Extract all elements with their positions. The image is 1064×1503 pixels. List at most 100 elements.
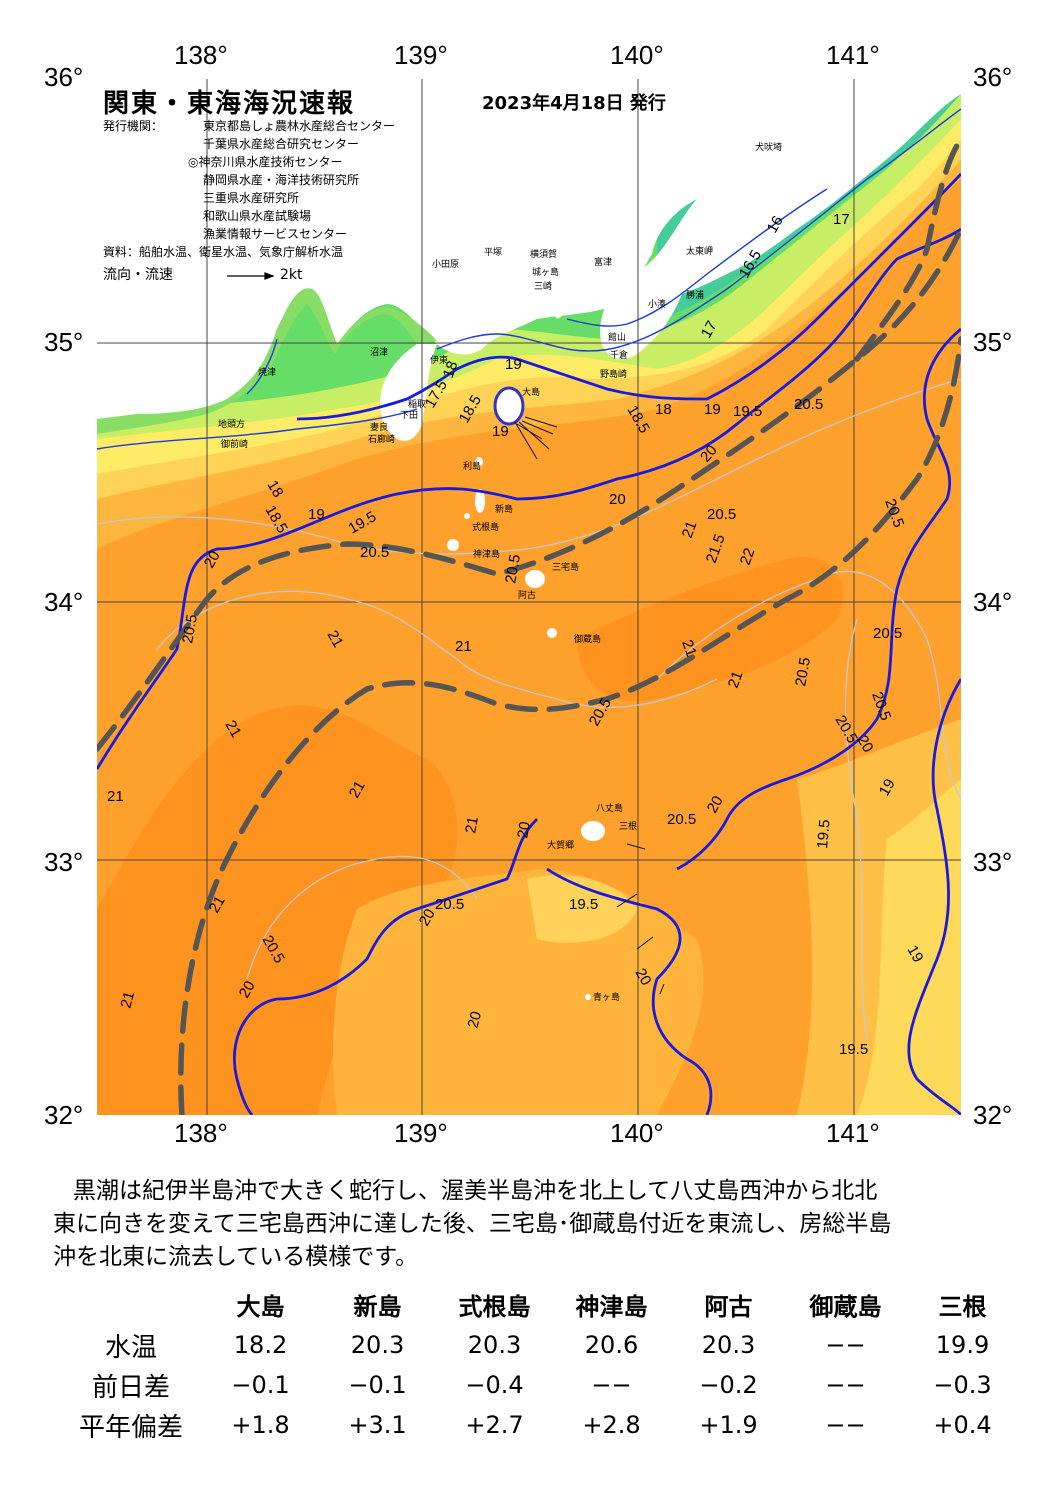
contour-label: 21 xyxy=(679,519,701,540)
contour-label: 20.5 xyxy=(502,553,524,585)
contour-label: 19 xyxy=(505,356,522,373)
lat-label-right-32: 32° xyxy=(973,1100,1013,1130)
place-miyakejima: 三宅島 xyxy=(552,563,580,573)
table-cell: +2.7 xyxy=(465,1411,524,1439)
place-mitsune: 三根 xyxy=(619,822,638,832)
place-mikurajima: 御蔵島 xyxy=(574,635,602,645)
contour-label: 21 xyxy=(117,990,138,1011)
table-header-row: 大島 新島 式根島 神津島 阿古 御蔵島 三根 xyxy=(60,1283,1021,1325)
issuer: ◎神奈川県水産技術センター xyxy=(188,155,343,169)
flow-legend-arrow xyxy=(227,272,275,280)
summary-text: 黒潮は紀伊半島沖で大きく蛇行し、渥美半島沖を北上して八丈島西沖から北北 東に向き… xyxy=(40,1175,1030,1274)
sea-temperature-map: 16 16.5 17 17 18.5 18 19 19.5 20.5 20 20… xyxy=(97,79,961,1115)
isotherm-19 xyxy=(907,678,961,1115)
contour-label: 18 xyxy=(440,359,462,380)
place-yokosuka: 横須賀 xyxy=(530,250,558,260)
current-arrows xyxy=(514,416,665,995)
isotherms-minor xyxy=(97,378,961,1040)
contour-label: 21 xyxy=(678,638,700,659)
table-row: 水温 18.2 20.3 20.3 20.6 20.3 −− 19.9 xyxy=(60,1325,1021,1365)
coast-green-west xyxy=(97,288,437,434)
contour-label: 20.5 xyxy=(873,625,902,642)
place-ako: 阿古 xyxy=(518,591,537,601)
table-cell: 20.6 xyxy=(584,1331,639,1359)
island-shikinejima xyxy=(464,513,470,519)
lat-label-left-36: 36° xyxy=(44,62,84,92)
island-hachijojima xyxy=(581,821,605,841)
island-toshima xyxy=(475,457,483,467)
island-oshima xyxy=(493,386,525,426)
contour-label: 19.5 xyxy=(839,1041,868,1058)
contour-label: 20.5 xyxy=(707,506,736,523)
island-miyakejima xyxy=(525,570,545,588)
place-taitozaki: 太東岬 xyxy=(686,247,714,257)
table-cell: +1.8 xyxy=(231,1411,290,1439)
contour-label: 17 xyxy=(698,318,721,341)
contour-label: 20 xyxy=(416,906,439,929)
column-header: 三根 xyxy=(938,1292,987,1321)
column-header: 式根島 xyxy=(458,1292,531,1321)
isotherms-coastal xyxy=(97,108,961,450)
table-cell: −0.4 xyxy=(465,1371,524,1399)
isotherm-20-southeast xyxy=(546,867,713,1115)
table-cell: −− xyxy=(591,1371,632,1399)
contour-label: 16 xyxy=(764,213,787,236)
land-izu xyxy=(380,344,437,441)
place-shikinejima: 式根島 xyxy=(472,523,500,533)
contour-label: 21 xyxy=(462,815,482,834)
contour-label: 21 xyxy=(206,893,229,916)
place-chikura: 千倉 xyxy=(610,351,629,361)
place-omaezaki: 御前崎 xyxy=(221,440,249,450)
issuer: 東京都島しょ農林水産総合センター xyxy=(203,119,396,133)
contour-label: 20 xyxy=(854,733,877,756)
place-tomitsu: 富津 xyxy=(594,258,613,268)
contour-label: 19.5 xyxy=(814,819,833,850)
place-mera: 妻良 xyxy=(370,423,389,433)
place-shimoda: 下田 xyxy=(400,411,419,421)
contour-label: 19 xyxy=(904,943,927,966)
map-title: 関東・東海海況速報 xyxy=(103,89,356,119)
place-hiratsuka: 平塚 xyxy=(484,248,503,258)
table-corner xyxy=(60,1283,202,1325)
isotherms-major xyxy=(97,173,961,1115)
lon-label-top-141: 141° xyxy=(826,40,880,70)
contour-label: 21 xyxy=(455,638,472,655)
place-jinokatagata: 地頭方 xyxy=(218,420,246,430)
table-cell: +1.9 xyxy=(699,1411,758,1439)
table-cell: 20.3 xyxy=(350,1331,405,1359)
contour-label: 20.5 xyxy=(360,544,389,561)
place-toshima: 利島 xyxy=(463,462,482,472)
table-cell: 19.9 xyxy=(935,1331,990,1359)
island-temperature-table: 大島 新島 式根島 神津島 阿古 御蔵島 三根 水温 18.2 20.3 20.… xyxy=(60,1283,1021,1445)
contour-label: 19 xyxy=(704,401,721,418)
sea-band-19-east xyxy=(857,779,961,1115)
table-cell: +0.4 xyxy=(933,1411,992,1439)
column-header: 大島 xyxy=(236,1292,285,1321)
island-kozushima xyxy=(447,539,459,551)
contour-label: 20 xyxy=(514,820,534,839)
contour-label: 20.5 xyxy=(794,396,823,413)
land-honshu xyxy=(97,79,697,424)
row-label: 前日差 xyxy=(91,1372,170,1403)
place-yaizu: 焼津 xyxy=(258,368,277,378)
land-miura xyxy=(553,281,575,319)
lat-label-right-35: 35° xyxy=(973,327,1013,357)
place-oshima: 大島 xyxy=(522,388,541,398)
kuroshio-axis-north-branch xyxy=(97,226,961,752)
issuer: 千葉県水産総合研究センター xyxy=(203,137,360,151)
table-cell: +2.8 xyxy=(582,1411,641,1439)
island-niijima xyxy=(475,489,485,513)
place-katsuura: 勝浦 xyxy=(686,291,705,301)
contour-label: 17 xyxy=(833,211,850,228)
contour-label: 19 xyxy=(308,506,325,523)
isotherm-18 xyxy=(296,173,961,421)
contour-label: 21 xyxy=(346,778,369,801)
table-cell: −0.1 xyxy=(231,1371,290,1399)
contour-label: 21 xyxy=(324,628,347,651)
contour-label: 20 xyxy=(464,1010,485,1031)
contour-label: 19 xyxy=(876,776,899,799)
land-boso xyxy=(600,79,961,360)
place-irozaki: 石廊崎 xyxy=(368,435,396,445)
lat-label-left-34: 34° xyxy=(44,587,84,617)
contour-label: 19.5 xyxy=(733,403,762,420)
